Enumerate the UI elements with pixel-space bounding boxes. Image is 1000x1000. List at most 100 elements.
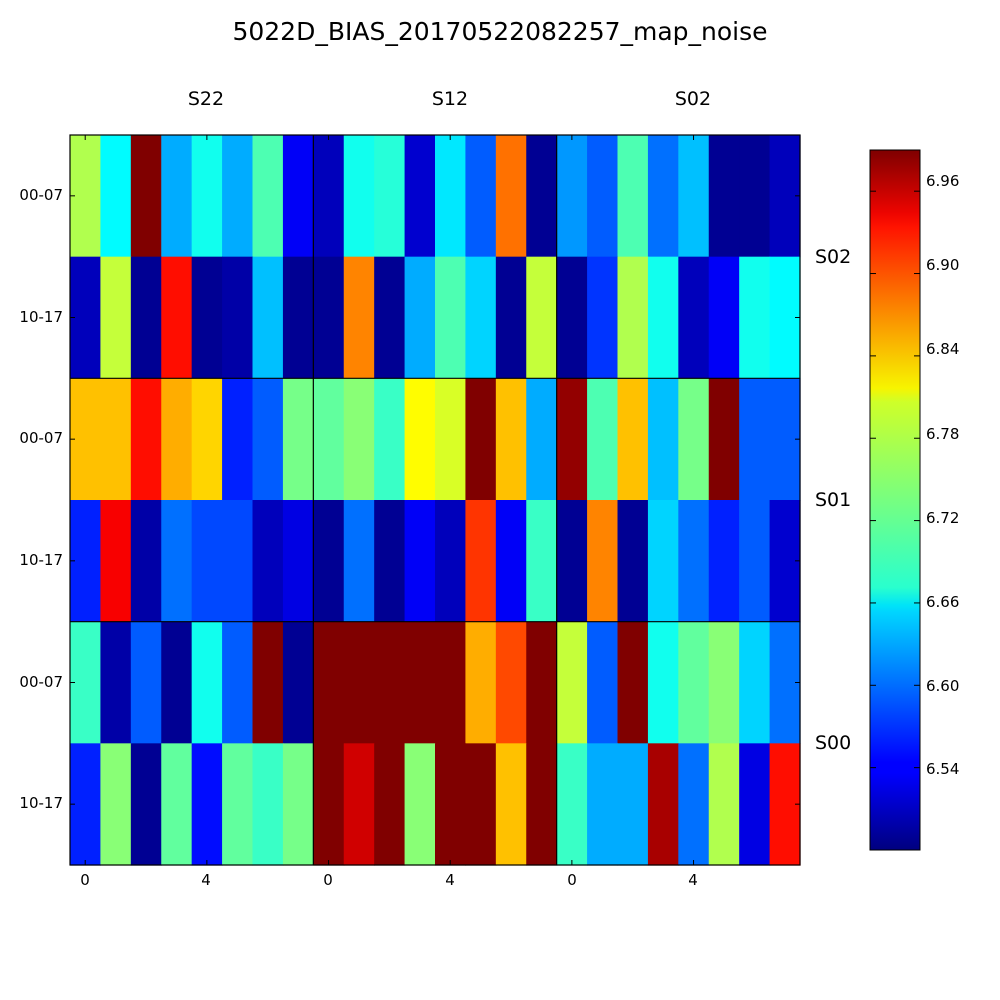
heatmap-cell-r4-c13 bbox=[465, 621, 497, 744]
heatmap-cell-r2-c22 bbox=[739, 378, 771, 501]
column-label-s02: S02 bbox=[675, 88, 711, 110]
heatmap-cell-r4-c12 bbox=[435, 621, 467, 744]
heatmap-cell-r0-c3 bbox=[161, 135, 193, 258]
heatmap-cell-r2-c20 bbox=[678, 378, 710, 501]
heatmap-cell-r1-c6 bbox=[252, 256, 284, 379]
heatmap-cell-r4-c4 bbox=[191, 621, 223, 744]
heatmap-cell-r3-c21 bbox=[708, 500, 740, 623]
heatmap-cell-r2-c18 bbox=[617, 378, 649, 501]
colorbar-tick-2: 6.66 bbox=[926, 593, 959, 611]
heatmap-cell-r2-c4 bbox=[191, 378, 223, 501]
heatmap-cell-r2-c15 bbox=[526, 378, 558, 501]
heatmap-cell-r0-c6 bbox=[252, 135, 284, 258]
heatmap-cell-r4-c14 bbox=[495, 621, 527, 744]
heatmap-cell-r5-c14 bbox=[495, 743, 527, 866]
heatmap-cell-r3-c13 bbox=[465, 500, 497, 623]
heatmap-cell-r0-c5 bbox=[222, 135, 254, 258]
heatmap-cell-r5-c11 bbox=[404, 743, 436, 866]
heatmap-cell-r0-c20 bbox=[678, 135, 710, 258]
chart-title: 5022D_BIAS_20170522082257_map_noise bbox=[232, 17, 767, 46]
heatmap-cell-r3-c7 bbox=[282, 500, 314, 623]
heatmap-cell-r1-c4 bbox=[191, 256, 223, 379]
heatmap-cell-r4-c7 bbox=[282, 621, 314, 744]
colorbar-tick-5: 6.84 bbox=[926, 340, 959, 358]
heatmap-cell-r1-c20 bbox=[678, 256, 710, 379]
heatmap-cell-r0-c14 bbox=[495, 135, 527, 258]
heatmap-cell-r5-c7 bbox=[282, 743, 314, 866]
heatmap-cell-r0-c8 bbox=[313, 135, 345, 258]
x-tick-s02-4: 4 bbox=[688, 871, 698, 889]
row-tick-0: 00-07 bbox=[19, 186, 63, 204]
colorbar-ticks bbox=[870, 190, 920, 769]
heatmap-cell-r3-c9 bbox=[343, 500, 375, 623]
heatmap-cell-r5-c4 bbox=[191, 743, 223, 866]
heatmap-cell-r5-c19 bbox=[647, 743, 679, 866]
heatmap-cell-r2-c10 bbox=[374, 378, 406, 501]
heatmap-cell-r2-c16 bbox=[556, 378, 588, 501]
colorbar-tick-7: 6.96 bbox=[926, 172, 959, 190]
heatmap-cell-r4-c21 bbox=[708, 621, 740, 744]
heatmap-cell-r1-c19 bbox=[647, 256, 679, 379]
colorbar-tick-0: 6.54 bbox=[926, 760, 959, 778]
heatmap-cell-r4-c10 bbox=[374, 621, 406, 744]
heatmap-cell-r4-c16 bbox=[556, 621, 588, 744]
heatmap-cell-r3-c5 bbox=[222, 500, 254, 623]
heatmap-cell-r1-c21 bbox=[708, 256, 740, 379]
heatmap-cell-r5-c16 bbox=[556, 743, 588, 866]
heatmap-cell-r1-c13 bbox=[465, 256, 497, 379]
heatmap-cell-r1-c2 bbox=[130, 256, 162, 379]
heatmap-cell-r0-c19 bbox=[647, 135, 679, 258]
x-tick-s22-0: 0 bbox=[80, 871, 90, 889]
heatmap-cell-r4-c15 bbox=[526, 621, 558, 744]
heatmap-cell-r0-c21 bbox=[708, 135, 740, 258]
heatmap-cell-r2-c17 bbox=[587, 378, 619, 501]
heatmap-cell-r3-c4 bbox=[191, 500, 223, 623]
heatmap-cell-r1-c9 bbox=[343, 256, 375, 379]
heatmap-cell-r5-c8 bbox=[313, 743, 345, 866]
heatmap-cell-r1-c17 bbox=[587, 256, 619, 379]
heatmap-cell-r5-c21 bbox=[708, 743, 740, 866]
heatmap-cell-r3-c14 bbox=[495, 500, 527, 623]
heatmap-cell-r5-c22 bbox=[739, 743, 771, 866]
heatmap-cell-r5-c15 bbox=[526, 743, 558, 866]
heatmap-cell-r4-c11 bbox=[404, 621, 436, 744]
heatmap-cell-r1-c11 bbox=[404, 256, 436, 379]
heatmap-cell-r4-c1 bbox=[100, 621, 132, 744]
heatmap-cell-r4-c0 bbox=[70, 621, 102, 744]
heatmap-cell-r3-c2 bbox=[130, 500, 162, 623]
heatmap-cell-r1-c15 bbox=[526, 256, 558, 379]
heatmap-cell-r2-c19 bbox=[647, 378, 679, 501]
heatmap-cell-r2-c6 bbox=[252, 378, 284, 501]
heatmap-cell-r0-c13 bbox=[465, 135, 497, 258]
heatmap-cell-r0-c9 bbox=[343, 135, 375, 258]
heatmap-cell-r4-c3 bbox=[161, 621, 193, 744]
row-tick-3: 10-17 bbox=[19, 551, 63, 569]
row-tick-4: 00-07 bbox=[19, 673, 63, 691]
heatmap-cell-r1-c12 bbox=[435, 256, 467, 379]
row-label-s01: S01 bbox=[815, 489, 851, 511]
block-grid bbox=[69, 134, 801, 866]
heatmap-cell-r2-c13 bbox=[465, 378, 497, 501]
heatmap-cell-r2-c5 bbox=[222, 378, 254, 501]
heatmap-cell-r1-c3 bbox=[161, 256, 193, 379]
colorbar-tick-6: 6.90 bbox=[926, 256, 959, 274]
heatmap-cell-r4-c5 bbox=[222, 621, 254, 744]
heatmap-cell-r3-c8 bbox=[313, 500, 345, 623]
heatmap-cell-r2-c3 bbox=[161, 378, 193, 501]
heatmap-cell-r3-c6 bbox=[252, 500, 284, 623]
heatmap-cell-r1-c14 bbox=[495, 256, 527, 379]
heatmap-cell-r3-c3 bbox=[161, 500, 193, 623]
heatmap-cell-r5-c2 bbox=[130, 743, 162, 866]
heatmap-cell-r5-c18 bbox=[617, 743, 649, 866]
heatmap-cell-r0-c7 bbox=[282, 135, 314, 258]
heatmap-cell-r5-c6 bbox=[252, 743, 284, 866]
heatmap-cell-r0-c11 bbox=[404, 135, 436, 258]
heatmap-cell-r4-c8 bbox=[313, 621, 345, 744]
heatmap-cell-r3-c11 bbox=[404, 500, 436, 623]
column-label-s22: S22 bbox=[188, 88, 224, 110]
colorbar-tick-4: 6.78 bbox=[926, 425, 959, 443]
heatmap-cell-r1-c7 bbox=[282, 256, 314, 379]
x-tick-s12-0: 0 bbox=[323, 871, 333, 889]
heatmap-cell-r3-c19 bbox=[647, 500, 679, 623]
